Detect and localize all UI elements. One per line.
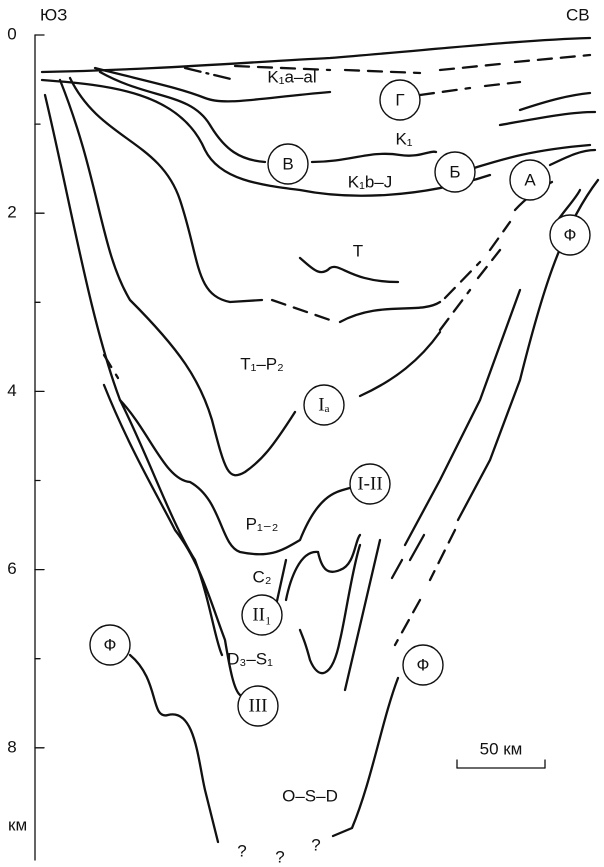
circled-label: III bbox=[249, 695, 268, 716]
circled-label: В bbox=[282, 154, 293, 173]
geology-lines bbox=[35, 35, 598, 860]
unit-label: K₁ bbox=[395, 129, 412, 148]
depth-tick-label: 8 bbox=[7, 737, 16, 756]
circled-label: I-II bbox=[357, 473, 382, 494]
unit-label: O–S–D bbox=[282, 786, 338, 805]
circled-label: Iₐ bbox=[318, 394, 330, 415]
circled-label: Б bbox=[449, 162, 460, 181]
circled-label: Ф bbox=[564, 225, 577, 244]
depth-tick-label: 0 bbox=[7, 24, 16, 43]
unit-label: P₁₋₂ bbox=[246, 514, 279, 533]
circled-label: А bbox=[524, 170, 536, 189]
unit-label: C₂ bbox=[253, 567, 272, 586]
unit-label: T bbox=[353, 241, 363, 260]
cross-section: ЮЗ СВ км 50 км 0 2 4 6 8 K₁a–al K₁ K₁b–J T T₁–P₂ P… bbox=[0, 0, 604, 867]
depth-tick-label: 6 bbox=[7, 559, 16, 578]
scale-bar-label: 50 км bbox=[480, 739, 523, 758]
depth-tick-label: 4 bbox=[7, 381, 16, 400]
unit-label: K₁a–al bbox=[267, 67, 316, 86]
unit-label: D₃–S₁ bbox=[227, 649, 273, 668]
question-mark: ? bbox=[275, 847, 284, 866]
unit-label: K₁b–J bbox=[348, 172, 392, 191]
circled-label: II₁ bbox=[252, 604, 271, 625]
depth-tick-label: 2 bbox=[7, 203, 16, 222]
depth-unit: км bbox=[8, 815, 27, 834]
circled-label: Ф bbox=[104, 635, 117, 654]
question-mark: ? bbox=[311, 835, 320, 854]
question-mark: ? bbox=[237, 841, 246, 860]
header-left: ЮЗ bbox=[40, 5, 67, 24]
circled-label: Г bbox=[395, 90, 404, 109]
circled-label: Ф bbox=[417, 655, 430, 674]
header-right: СВ bbox=[566, 5, 590, 24]
unit-label: T₁–P₂ bbox=[240, 354, 284, 373]
